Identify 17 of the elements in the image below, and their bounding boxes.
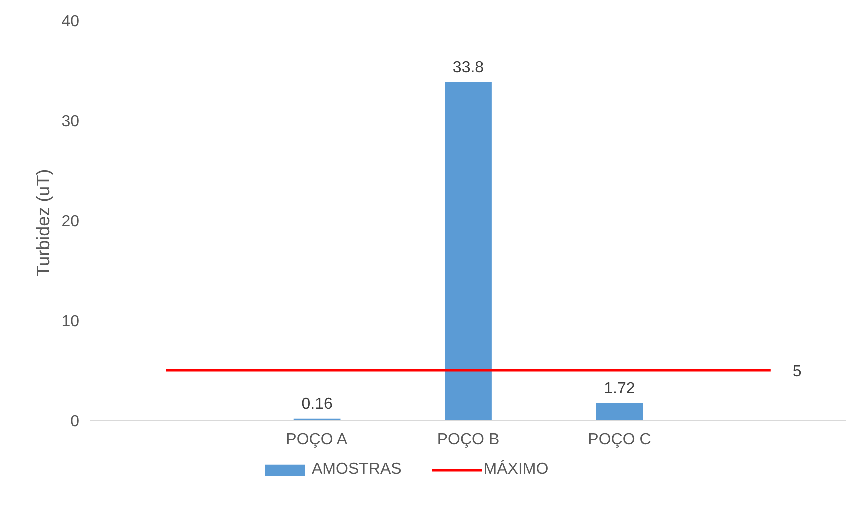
legend-label: MÁXIMO <box>484 461 549 479</box>
data-label: 5 <box>792 364 802 380</box>
x-tick-label: POÇO C <box>588 432 652 448</box>
y-tick-label: 20 <box>62 214 80 230</box>
bar <box>445 82 492 420</box>
x-tick-label: POÇO A <box>286 432 348 448</box>
legend-label: AMOSTRAS <box>312 461 402 479</box>
y-axis-title: Turbidez (uT) <box>34 169 54 277</box>
y-tick-label: 40 <box>62 14 80 30</box>
y-tick-label: 0 <box>70 414 80 430</box>
data-label: 1.72 <box>604 380 636 398</box>
x-tick-label: POÇO B <box>437 432 500 448</box>
y-tick-label: 30 <box>62 114 80 130</box>
data-label: 33.8 <box>452 60 484 76</box>
data-label: 0.16 <box>302 396 333 413</box>
y-tick-label: 10 <box>62 314 80 330</box>
bar <box>596 403 644 420</box>
